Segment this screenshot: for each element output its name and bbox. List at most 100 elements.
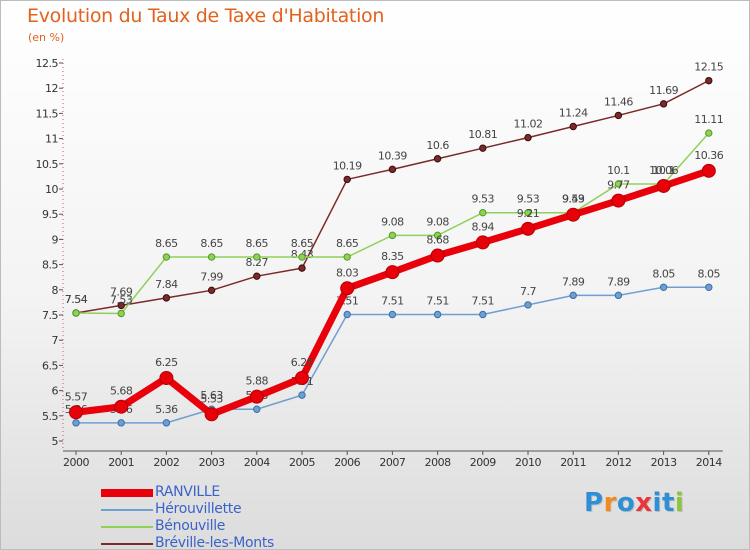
axes: 5 5.5 6 6.5 7 7.5 8 8.5 9 9.5 10 10.5 11 11.5 12 12.5 20… — [36, 57, 723, 469]
data-point — [705, 129, 713, 137]
data-label: 7.69 — [110, 285, 133, 298]
y-tick-label: 5.5 — [42, 410, 58, 423]
data-label: 8.05 — [698, 267, 721, 280]
data-point — [207, 286, 216, 295]
data-label: 11.24 — [559, 107, 588, 120]
x-tick-label: 2012 — [605, 456, 631, 469]
y-tick-label: 6.5 — [42, 359, 58, 372]
data-point — [566, 207, 581, 222]
series-4: 7.547.697.847.998.278.4310.1910.3910.610… — [65, 61, 724, 317]
logo-letter: P — [584, 488, 604, 518]
data-point — [159, 371, 174, 385]
data-label: 9.08 — [381, 215, 404, 228]
y-tick-label: 5 — [52, 435, 59, 448]
data-point — [479, 310, 487, 319]
x-tick-label: 2003 — [199, 456, 225, 469]
data-point — [524, 208, 532, 217]
data-label: 8.65 — [336, 237, 359, 250]
data-point — [659, 283, 668, 291]
chart-title: Evolution du Taux de Taxe d'Habitation — [27, 5, 385, 27]
data-point — [117, 301, 125, 310]
data-label: 7.89 — [607, 275, 630, 288]
data-label: 6.25 — [291, 356, 314, 369]
data-point — [343, 175, 351, 184]
x-tick-label: 2004 — [244, 456, 270, 469]
y-tick-label: 8 — [52, 284, 59, 297]
data-point — [433, 231, 442, 240]
data-point — [253, 405, 261, 413]
data-point — [69, 405, 83, 420]
y-tick-label: 9.5 — [42, 208, 58, 221]
data-point — [162, 419, 171, 427]
y-tick-label: 12 — [45, 82, 58, 95]
data-point — [388, 165, 397, 174]
data-label: 10.6 — [426, 139, 449, 152]
data-point — [569, 122, 577, 131]
legend-swatch — [101, 509, 153, 511]
x-tick-label: 2006 — [334, 456, 360, 469]
data-point — [117, 419, 125, 427]
logo-letter: i — [652, 488, 662, 518]
x-tick-label: 2008 — [425, 456, 451, 469]
data-label: 9.53 — [562, 193, 585, 206]
legend-label: Bréville-les-Monts — [155, 535, 275, 550]
data-point — [72, 309, 80, 317]
data-point — [614, 291, 623, 300]
data-label: 8.27 — [246, 256, 269, 269]
data-label: 11.69 — [649, 84, 678, 97]
data-point — [343, 310, 351, 319]
data-label: 8.94 — [472, 220, 495, 233]
x-tick-label: 2005 — [289, 456, 315, 469]
data-point — [524, 301, 532, 309]
data-label: 10.39 — [378, 149, 407, 162]
y-tick-label: 7 — [52, 334, 59, 347]
data-point — [611, 193, 626, 208]
data-point — [207, 253, 216, 261]
legend-label: Hérouvillette — [155, 501, 242, 517]
data-point — [475, 235, 490, 250]
legend-label: Bénouville — [155, 518, 226, 534]
data-point — [298, 253, 306, 261]
data-point — [343, 253, 351, 261]
y-tick-label: 11.5 — [36, 107, 59, 120]
x-tick-label: 2011 — [560, 456, 586, 469]
data-point — [253, 272, 261, 280]
data-label: 9.08 — [426, 215, 449, 228]
data-label: 7.99 — [200, 270, 223, 283]
data-label: 10.1 — [607, 164, 630, 177]
data-point — [524, 133, 532, 142]
x-tick-label: 2014 — [696, 456, 722, 469]
data-point — [430, 248, 445, 263]
series-1: 5.57 5.68 6.25 5.53 5.88 6.25 8.03 8.35 8.68 8.94… — [65, 149, 724, 422]
data-label: 11.46 — [604, 95, 633, 108]
data-label: 10.81 — [468, 128, 497, 141]
data-label: 8.65 — [291, 237, 314, 250]
data-label: 7.54 — [65, 293, 88, 306]
data-point — [162, 294, 171, 302]
data-label: 5.53 — [200, 392, 223, 405]
data-label: 5.63 — [200, 389, 223, 402]
data-point — [479, 144, 487, 152]
data-label: 8.65 — [246, 237, 269, 250]
data-point — [614, 180, 623, 188]
data-label: 9.77 — [607, 179, 630, 192]
x-tick-label: 2002 — [153, 456, 179, 469]
data-label: 7.89 — [562, 275, 585, 288]
data-label: 11.11 — [694, 113, 723, 126]
data-point — [701, 163, 716, 178]
data-point — [569, 291, 577, 300]
y-tick-label: 9 — [52, 233, 59, 246]
data-point — [385, 265, 400, 280]
proxiti-logo: Proxiti — [584, 488, 684, 518]
data-point — [479, 208, 487, 217]
data-label: 10.06 — [649, 164, 678, 177]
data-label: 10.19 — [333, 159, 362, 172]
x-tick-label: 2010 — [515, 456, 541, 469]
y-tick-label: 7.5 — [42, 309, 58, 322]
x-tick-label: 2007 — [379, 456, 405, 469]
data-label: 8.65 — [155, 237, 178, 250]
y-tick-label: 12.5 — [36, 57, 59, 70]
legend-label: RANVILLE — [155, 484, 220, 500]
logo-letter: r — [603, 488, 617, 518]
